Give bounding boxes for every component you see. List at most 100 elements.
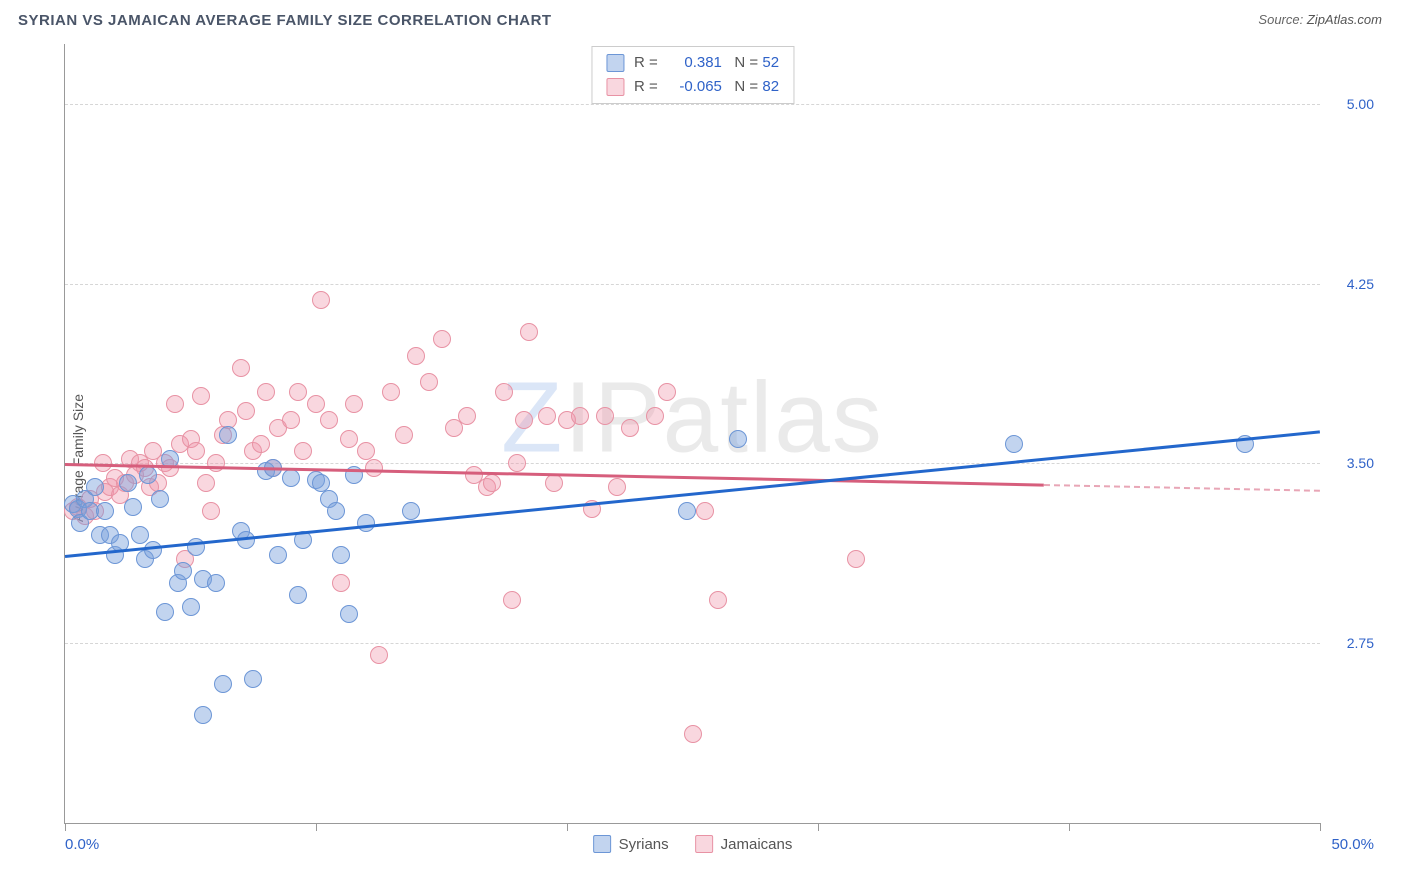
correlation-legend: R = 0.381 N = 52R = -0.065 N = 82 [591, 46, 794, 104]
x-axis-label: 50.0% [1331, 836, 1374, 853]
x-tick [567, 823, 568, 831]
scatter-point [252, 435, 270, 453]
scatter-point [709, 591, 727, 609]
scatter-point [345, 395, 363, 413]
scatter-point [520, 323, 538, 341]
x-tick [1069, 823, 1070, 831]
scatter-point [340, 605, 358, 623]
scatter-point [1005, 435, 1023, 453]
scatter-point [139, 466, 157, 484]
legend-label: Jamaicans [721, 836, 793, 853]
y-tick-label: 5.00 [1326, 96, 1374, 112]
scatter-point [332, 574, 350, 592]
legend-text: R = 0.381 N = 52 [634, 51, 779, 75]
scatter-point [282, 411, 300, 429]
scatter-point [646, 407, 664, 425]
scatter-point [219, 426, 237, 444]
trend-line-dashed [1044, 484, 1320, 492]
scatter-point [327, 502, 345, 520]
y-tick-label: 3.50 [1326, 455, 1374, 471]
x-tick [1320, 823, 1321, 831]
scatter-point [119, 474, 137, 492]
scatter-point [420, 373, 438, 391]
scatter-point [214, 675, 232, 693]
scatter-point [174, 562, 192, 580]
legend-row: R = -0.065 N = 82 [606, 75, 779, 99]
source-attribution: Source: ZipAtlas.com [1258, 12, 1382, 27]
scatter-point [538, 407, 556, 425]
scatter-point [320, 411, 338, 429]
scatter-point [289, 383, 307, 401]
scatter-point [545, 474, 563, 492]
scatter-point [729, 430, 747, 448]
legend-item: Syrians [593, 835, 669, 853]
y-tick-label: 2.75 [1326, 635, 1374, 651]
legend-swatch [593, 835, 611, 853]
scatter-point [124, 498, 142, 516]
scatter-point [312, 291, 330, 309]
scatter-point [495, 383, 513, 401]
legend-row: R = 0.381 N = 52 [606, 51, 779, 75]
x-tick [65, 823, 66, 831]
scatter-point [207, 574, 225, 592]
scatter-point [571, 407, 589, 425]
x-tick [818, 823, 819, 831]
scatter-point [289, 586, 307, 604]
scatter-point [151, 490, 169, 508]
scatter-point [370, 646, 388, 664]
scatter-point [166, 395, 184, 413]
scatter-point [847, 550, 865, 568]
scatter-point [357, 442, 375, 460]
scatter-point [257, 383, 275, 401]
legend-swatch [606, 54, 624, 72]
y-tick-label: 4.25 [1326, 276, 1374, 292]
scatter-point [192, 387, 210, 405]
source-label: Source: [1258, 12, 1303, 27]
plot-area: ZIPatlas R = 0.381 N = 52R = -0.065 N = … [64, 44, 1320, 824]
scatter-point [202, 502, 220, 520]
chart-container: Average Family Size ZIPatlas R = 0.381 N… [18, 44, 1382, 872]
scatter-point [515, 411, 533, 429]
scatter-point [312, 474, 330, 492]
scatter-point [194, 706, 212, 724]
scatter-point [244, 670, 262, 688]
scatter-point [365, 459, 383, 477]
scatter-point [395, 426, 413, 444]
scatter-point [483, 474, 501, 492]
scatter-point [156, 603, 174, 621]
scatter-point [282, 469, 300, 487]
scatter-point [684, 725, 702, 743]
scatter-point [678, 502, 696, 520]
gridline [65, 104, 1320, 105]
scatter-point [503, 591, 521, 609]
source-value: ZipAtlas.com [1307, 12, 1382, 27]
scatter-point [382, 383, 400, 401]
scatter-point [232, 359, 250, 377]
scatter-point [407, 347, 425, 365]
gridline [65, 643, 1320, 644]
x-axis-label: 0.0% [65, 836, 99, 853]
scatter-point [696, 502, 714, 520]
scatter-point [86, 478, 104, 496]
series-legend: Syrians Jamaicans [593, 835, 793, 853]
scatter-point [207, 454, 225, 472]
scatter-point [187, 442, 205, 460]
scatter-point [402, 502, 420, 520]
scatter-point [182, 598, 200, 616]
chart-title: SYRIAN VS JAMAICAN AVERAGE FAMILY SIZE C… [18, 12, 552, 29]
legend-item: Jamaicans [695, 835, 793, 853]
scatter-point [332, 546, 350, 564]
scatter-point [608, 478, 626, 496]
scatter-point [596, 407, 614, 425]
scatter-point [307, 395, 325, 413]
scatter-point [144, 541, 162, 559]
x-tick [316, 823, 317, 831]
scatter-point [433, 330, 451, 348]
scatter-point [508, 454, 526, 472]
scatter-point [458, 407, 476, 425]
legend-swatch [606, 78, 624, 96]
scatter-point [658, 383, 676, 401]
scatter-point [197, 474, 215, 492]
scatter-point [96, 502, 114, 520]
scatter-point [340, 430, 358, 448]
